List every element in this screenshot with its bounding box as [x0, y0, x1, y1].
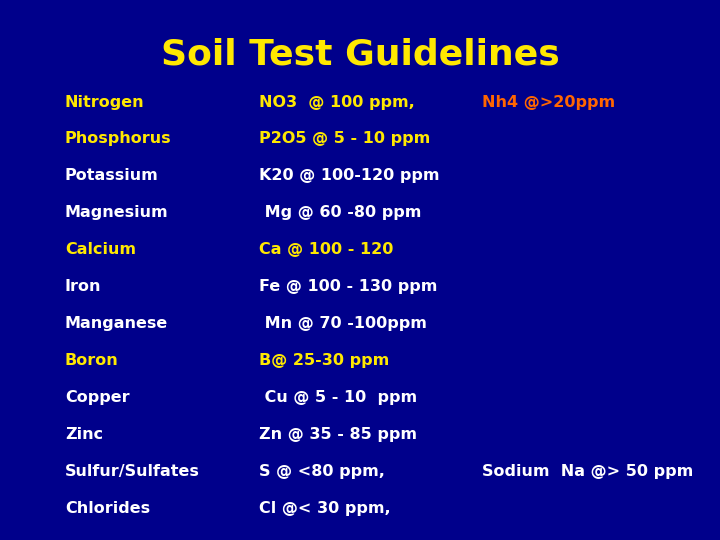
Text: Sodium  Na @> 50 ppm: Sodium Na @> 50 ppm [482, 464, 693, 480]
Text: Manganese: Manganese [65, 316, 168, 332]
Text: Potassium: Potassium [65, 168, 158, 184]
Text: Iron: Iron [65, 280, 102, 294]
Text: Sulfur/Sulfates: Sulfur/Sulfates [65, 464, 199, 480]
Text: P2O5 @ 5 - 10 ppm: P2O5 @ 5 - 10 ppm [259, 131, 431, 146]
Text: Mn @ 70 -100ppm: Mn @ 70 -100ppm [259, 316, 427, 332]
Text: Zinc: Zinc [65, 428, 103, 442]
Text: Magnesium: Magnesium [65, 206, 168, 220]
Text: Nitrogen: Nitrogen [65, 94, 145, 110]
Text: Boron: Boron [65, 354, 119, 368]
Text: Calcium: Calcium [65, 242, 136, 258]
Text: Zn @ 35 - 85 ppm: Zn @ 35 - 85 ppm [259, 428, 417, 442]
Text: K20 @ 100-120 ppm: K20 @ 100-120 ppm [259, 168, 440, 184]
Text: Phosphorus: Phosphorus [65, 131, 171, 146]
Text: Cl @< 30 ppm,: Cl @< 30 ppm, [259, 502, 391, 516]
Text: S @ <80 ppm,: S @ <80 ppm, [259, 464, 385, 480]
Text: Nh4 @>20ppm: Nh4 @>20ppm [482, 94, 616, 110]
Text: B@ 25-30 ppm: B@ 25-30 ppm [259, 354, 390, 368]
Text: Mg @ 60 -80 ppm: Mg @ 60 -80 ppm [259, 206, 422, 220]
Text: Copper: Copper [65, 390, 130, 406]
Text: Ca @ 100 - 120: Ca @ 100 - 120 [259, 242, 394, 258]
Text: Soil Test Guidelines: Soil Test Guidelines [161, 38, 559, 72]
Text: Fe @ 100 - 130 ppm: Fe @ 100 - 130 ppm [259, 280, 438, 294]
Text: Chlorides: Chlorides [65, 502, 150, 516]
Text: NO3  @ 100 ppm,: NO3 @ 100 ppm, [259, 94, 415, 110]
Text: Cu @ 5 - 10  ppm: Cu @ 5 - 10 ppm [259, 390, 418, 406]
